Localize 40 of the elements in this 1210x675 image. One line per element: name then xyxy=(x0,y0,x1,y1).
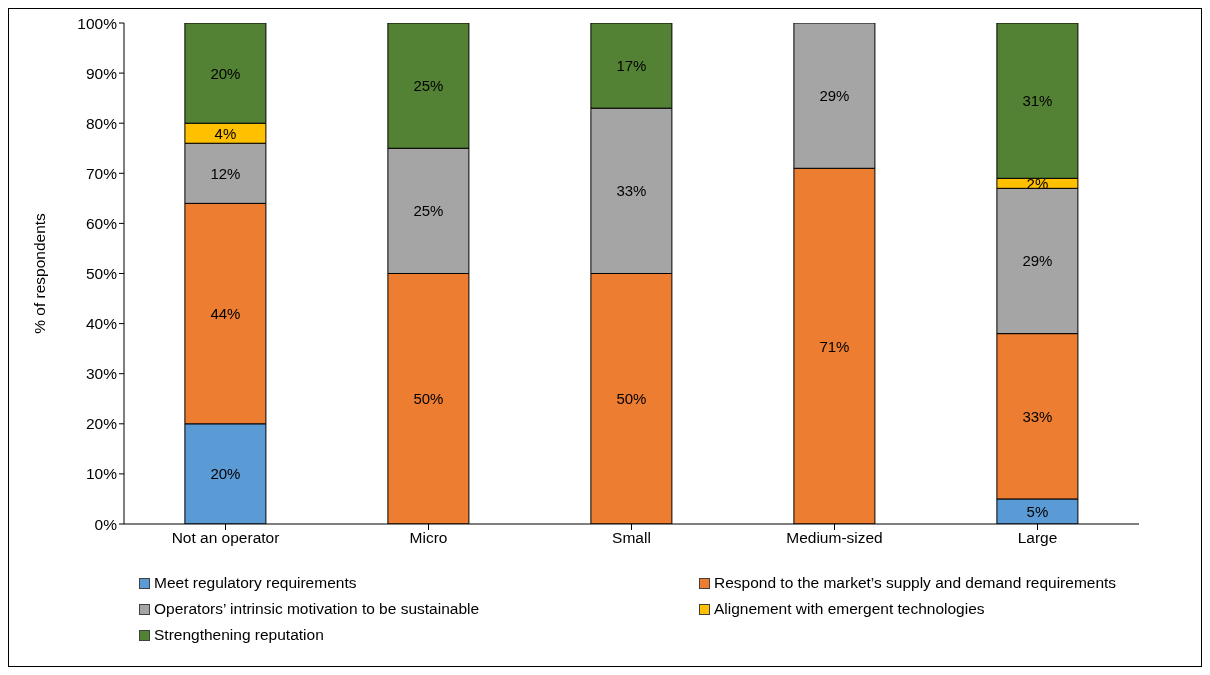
data-label: 44% xyxy=(210,305,241,323)
x-tick-label: Large xyxy=(1017,529,1058,547)
data-label: 17% xyxy=(616,57,647,75)
y-tick-label: 40% xyxy=(85,315,118,333)
data-label: 20% xyxy=(210,64,241,82)
y-axis-title: % of respondents xyxy=(30,212,48,334)
legend-label: Operators’ intrinsic motivation to be sustainable xyxy=(154,600,480,618)
legend-label: Meet regulatory requirements xyxy=(154,574,357,592)
data-label: 25% xyxy=(413,202,444,220)
data-label: 33% xyxy=(616,182,647,200)
y-tick-label: 90% xyxy=(85,64,118,82)
y-tick-label: 70% xyxy=(85,164,118,182)
legend-label: Respond to the market’s supply and demand requirements xyxy=(714,574,1117,592)
legend-label: Strengthening reputation xyxy=(154,626,324,644)
data-label: 50% xyxy=(616,390,647,408)
x-tick-label: Medium-sized xyxy=(786,529,883,547)
data-label: 25% xyxy=(413,77,444,95)
x-tick-label: Not an operator xyxy=(171,529,280,547)
x-tick-label: Micro xyxy=(409,529,448,547)
data-label: 4% xyxy=(214,124,237,142)
data-label: 2% xyxy=(1026,174,1049,192)
y-tick-label: 0% xyxy=(94,515,118,533)
y-tick-label: 80% xyxy=(85,114,118,132)
data-label: 71% xyxy=(819,337,850,355)
data-label: 33% xyxy=(1022,407,1053,425)
data-label: 20% xyxy=(210,465,241,483)
data-label: 50% xyxy=(413,390,444,408)
y-tick-label: 100% xyxy=(77,14,118,32)
data-label: 29% xyxy=(819,87,850,105)
data-label: 5% xyxy=(1026,502,1049,520)
data-label: 12% xyxy=(210,164,241,182)
data-label: 31% xyxy=(1022,92,1053,110)
x-tick-label: Small xyxy=(612,529,651,547)
data-label: 29% xyxy=(1022,252,1053,270)
y-tick-label: 60% xyxy=(85,214,118,232)
y-tick-label: 50% xyxy=(85,265,118,282)
y-tick-label: 10% xyxy=(85,465,118,483)
y-tick-label: 30% xyxy=(85,365,118,383)
legend-label: Alignement with emergent technologies xyxy=(714,600,985,618)
y-tick-label: 20% xyxy=(85,415,118,433)
